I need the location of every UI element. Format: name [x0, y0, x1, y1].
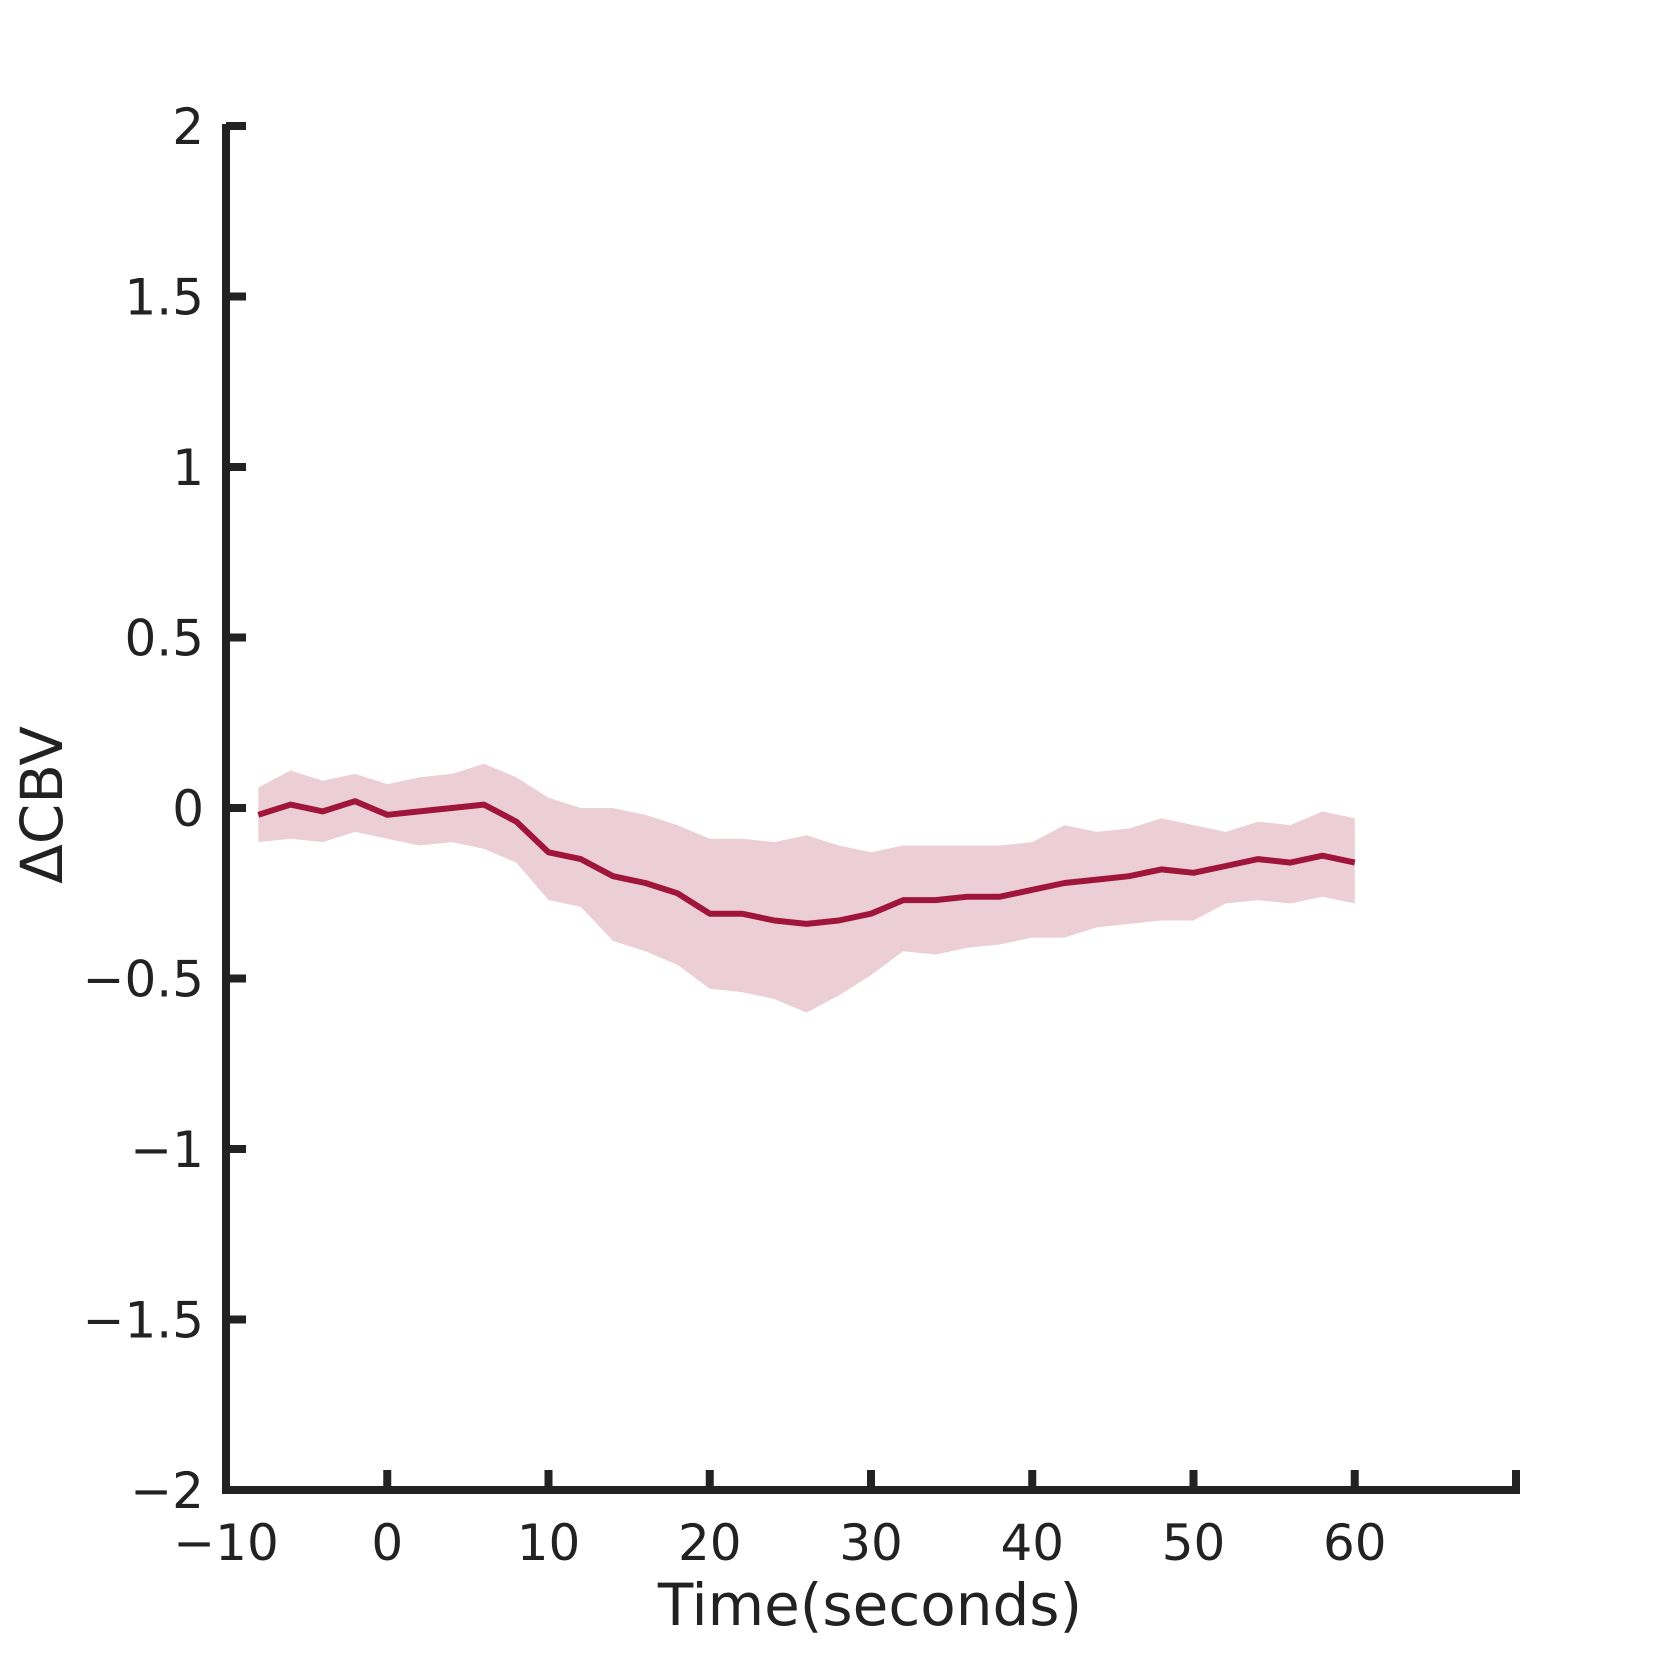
mean-line-layer [257, 798, 1356, 927]
x-tick-label: 30 [839, 1514, 903, 1572]
x-tick-label: 0 [371, 1514, 403, 1572]
y-tick-label: 0.5 [124, 610, 204, 668]
confidence-band [258, 763, 1355, 1013]
y-tick-label: 0 [172, 780, 204, 838]
tick-labels: 2 1.5 1 0.5 0 −0.5 −1 −1.5 −2−10 0 10 20 30 40 50 60 [83, 98, 1387, 1572]
y-tick-label: 2 [172, 98, 204, 156]
y-tick-label: 1.5 [124, 269, 204, 327]
x-tick-label: 20 [678, 1514, 742, 1572]
x-tick-label: 50 [1162, 1514, 1226, 1572]
confidence-band-layer [258, 763, 1355, 1013]
y-tick-label: −2 [130, 1462, 204, 1520]
x-tick-label: 60 [1323, 1514, 1387, 1572]
axes [222, 122, 1520, 1494]
mean-line [257, 798, 1356, 927]
x-tick-label: −10 [173, 1514, 279, 1572]
x-tick-label: 10 [517, 1514, 581, 1572]
y-tick-label: −1 [130, 1121, 204, 1179]
x-axis-title: Time(seconds) [657, 1571, 1082, 1639]
x-tick-label: 40 [1000, 1514, 1064, 1572]
y-tick-label: −1.5 [83, 1292, 204, 1350]
y-tick-label: 1 [172, 439, 204, 497]
y-tick-label: −0.5 [83, 951, 204, 1009]
y-axis-title: ΔCBV [8, 726, 76, 884]
